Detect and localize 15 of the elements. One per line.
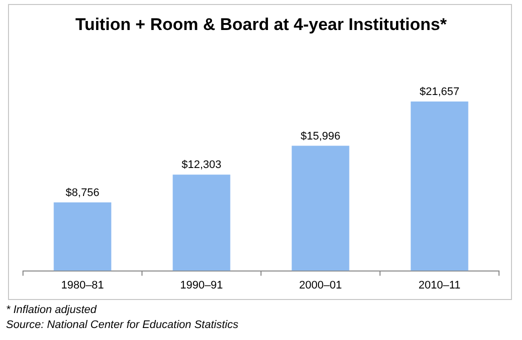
data-label: $15,996	[300, 130, 340, 142]
bar	[54, 202, 112, 271]
x-tick-label: 2000–01	[299, 279, 342, 292]
data-label: $12,303	[182, 159, 222, 172]
data-label: $8,756	[66, 186, 100, 199]
text: * Inflation adjusted	[6, 303, 98, 318]
bar	[172, 174, 230, 271]
x-tick-label: 1990–91	[180, 279, 223, 292]
source-note: Source: National Center for Education Statistics	[6, 318, 238, 333]
data-label: $21,657	[420, 86, 460, 98]
bar	[292, 146, 350, 271]
x-tick-label: 2010–11	[418, 279, 461, 292]
chart-title: Tuition + Room & Board at 4-year Institutions*	[75, 14, 448, 34]
bar	[410, 102, 468, 271]
x-tick-label: 1980–81	[61, 279, 104, 292]
